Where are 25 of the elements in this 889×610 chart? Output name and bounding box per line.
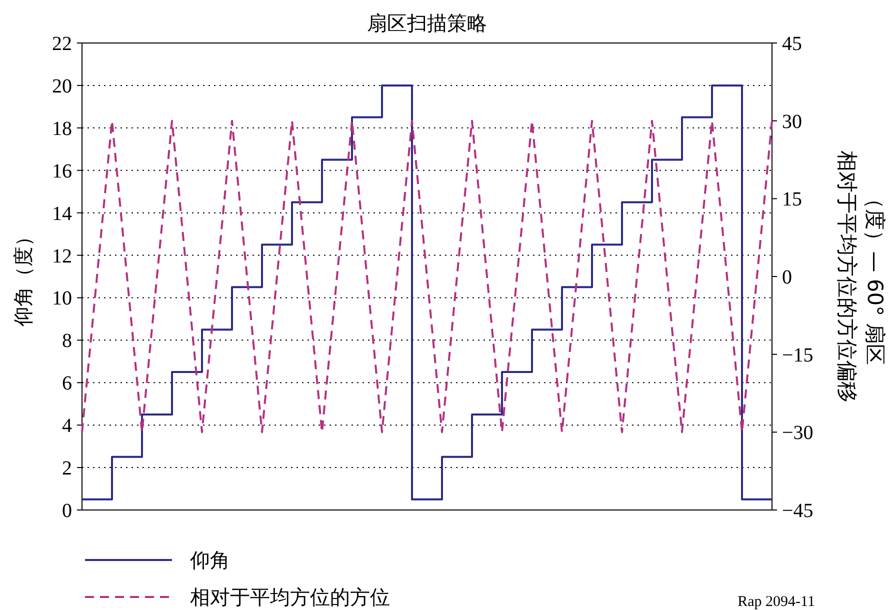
y-tick-label: 0 [62, 500, 72, 522]
y2-tick-label: −30 [782, 422, 814, 444]
y-tick-label: 6 [62, 372, 72, 395]
y-axis-title: 仰角（度） [11, 226, 35, 326]
y-tick-label: 18 [52, 118, 72, 140]
y2-tick-label: 45 [782, 33, 802, 55]
y-tick-label: 16 [52, 160, 72, 182]
y-tick-label: 2 [62, 458, 72, 480]
y-tick-label: 4 [62, 415, 72, 438]
y2-tick-label: −45 [782, 500, 814, 522]
chart-title: 扇区扫描策略 [367, 11, 487, 35]
text: Rap 2094-11 [738, 594, 815, 610]
legend-label: 相对于平均方位的方位 [190, 585, 390, 609]
y-tick-label: 22 [52, 33, 72, 55]
y2-tick-label: 15 [782, 188, 802, 211]
y2-tick-label: 0 [782, 266, 792, 288]
y2-tick-label: 30 [782, 110, 802, 133]
y-tick-label: 10 [52, 288, 72, 310]
y-tick-label: 20 [52, 75, 72, 98]
y2-tick-label: −15 [782, 344, 814, 366]
y-tick-label: 12 [52, 245, 72, 268]
y2-axis-title: 相对于平均方位的方位偏移（度）— 60° 扇区 [835, 150, 887, 402]
legend-label: 仰角 [190, 548, 230, 572]
y-tick-label: 8 [62, 330, 72, 352]
y-tick-label: 14 [52, 202, 72, 225]
